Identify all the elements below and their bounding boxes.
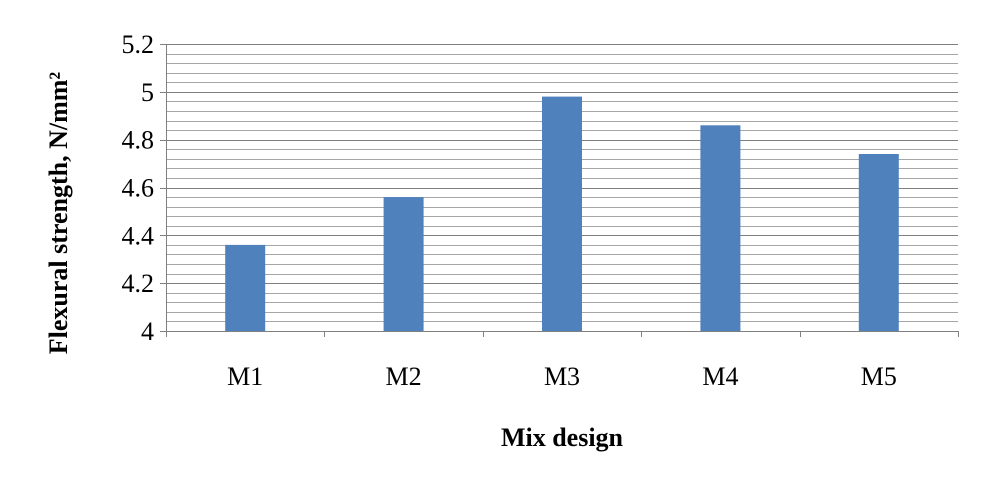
x-tick-label: M2 (386, 362, 422, 391)
y-tick-label: 4.6 (122, 174, 155, 203)
x-tick-label: M1 (227, 362, 263, 391)
bar-m1 (225, 244, 266, 331)
bars (225, 96, 899, 331)
y-tick-label: 5.2 (122, 30, 155, 59)
bar-m2 (383, 197, 424, 331)
y-axis-title: Flexural strength, N/mm² (44, 72, 73, 355)
y-tick-label: 4 (141, 317, 154, 346)
bar-m3 (542, 96, 582, 331)
bar-m4 (700, 125, 741, 331)
x-tick-label: M3 (544, 362, 580, 391)
x-tick-label: M5 (861, 362, 897, 391)
x-tick-label: M4 (702, 362, 738, 391)
y-tick-label: 4.4 (122, 221, 155, 250)
y-tick-label: 4.2 (122, 269, 155, 298)
y-tick-labels: 4 4.2 4.4 4.6 4.8 5 5.2 (122, 30, 155, 346)
y-tick-label: 5 (141, 78, 154, 107)
axes (160, 44, 959, 337)
x-axis-title: Mix design (501, 423, 624, 452)
bar-m5 (858, 154, 899, 331)
x-tick-labels: M1 M2 M3 M4 M5 (227, 362, 897, 391)
y-tick-label: 4.8 (122, 126, 155, 155)
